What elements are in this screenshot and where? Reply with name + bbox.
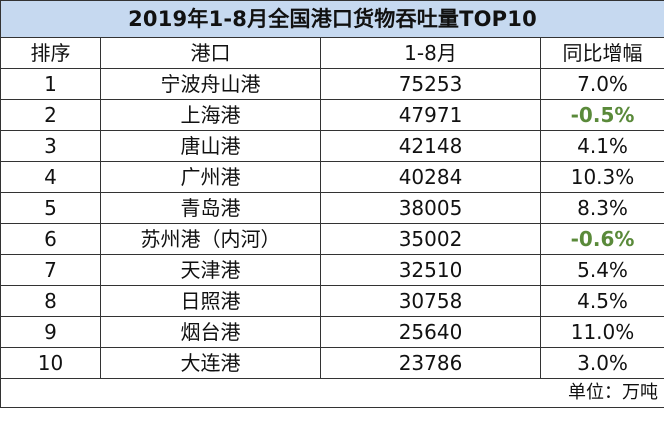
port-cell: 烟台港 [100, 316, 321, 348]
growth-cell: -0.5% [539, 99, 664, 131]
rank-cell: 6 [0, 223, 101, 255]
header-row: 排序 港口 1-8月 同比增幅 [0, 37, 664, 69]
growth-cell: 4.5% [539, 285, 664, 317]
port-cell: 唐山港 [100, 130, 321, 162]
header-growth: 同比增幅 [539, 37, 664, 69]
table-row: 4 广州港 40284 10.3% [0, 161, 664, 193]
volume-cell: 30758 [320, 285, 541, 317]
growth-cell: 11.0% [539, 316, 664, 348]
header-rank: 排序 [0, 37, 101, 69]
volume-cell: 23786 [320, 347, 541, 379]
growth-cell: -0.6% [539, 223, 664, 255]
rank-cell: 7 [0, 254, 101, 286]
table-row: 1 宁波舟山港 75253 7.0% [0, 68, 664, 100]
table-row: 10 大连港 23786 3.0% [0, 347, 664, 379]
port-throughput-table: 2019年1-8月全国港口货物吞吐量TOP10 排序 港口 1-8月 同比增幅 … [0, 0, 664, 408]
volume-cell: 40284 [320, 161, 541, 193]
growth-cell: 7.0% [539, 68, 664, 100]
rank-cell: 4 [0, 161, 101, 193]
volume-cell: 32510 [320, 254, 541, 286]
rank-cell: 10 [0, 347, 101, 379]
growth-cell: 3.0% [539, 347, 664, 379]
table-title: 2019年1-8月全国港口货物吞吐量TOP10 [0, 0, 664, 38]
table-row: 7 天津港 32510 5.4% [0, 254, 664, 286]
growth-cell: 8.3% [539, 192, 664, 224]
table-row: 8 日照港 30758 4.5% [0, 285, 664, 317]
port-cell: 苏州港（内河） [100, 223, 321, 255]
rank-cell: 3 [0, 130, 101, 162]
port-cell: 青岛港 [100, 192, 321, 224]
port-cell: 广州港 [100, 161, 321, 193]
volume-cell: 42148 [320, 130, 541, 162]
growth-cell: 4.1% [539, 130, 664, 162]
table-row: 6 苏州港（内河） 35002 -0.6% [0, 223, 664, 255]
port-cell: 宁波舟山港 [100, 68, 321, 100]
table-row: 3 唐山港 42148 4.1% [0, 130, 664, 162]
port-cell: 天津港 [100, 254, 321, 286]
volume-cell: 35002 [320, 223, 541, 255]
growth-cell: 5.4% [539, 254, 664, 286]
volume-cell: 38005 [320, 192, 541, 224]
rank-cell: 5 [0, 192, 101, 224]
rank-cell: 1 [0, 68, 101, 100]
header-port: 港口 [100, 37, 321, 69]
unit-note: 单位：万吨 [0, 378, 664, 408]
growth-cell: 10.3% [539, 161, 664, 193]
volume-cell: 75253 [320, 68, 541, 100]
volume-cell: 25640 [320, 316, 541, 348]
port-cell: 大连港 [100, 347, 321, 379]
volume-cell: 47971 [320, 99, 541, 131]
port-cell: 上海港 [100, 99, 321, 131]
table-row: 9 烟台港 25640 11.0% [0, 316, 664, 348]
rank-cell: 8 [0, 285, 101, 317]
rank-cell: 9 [0, 316, 101, 348]
port-cell: 日照港 [100, 285, 321, 317]
table-row: 5 青岛港 38005 8.3% [0, 192, 664, 224]
rank-cell: 2 [0, 99, 101, 131]
table-row: 2 上海港 47971 -0.5% [0, 99, 664, 131]
header-volume: 1-8月 [320, 37, 541, 69]
